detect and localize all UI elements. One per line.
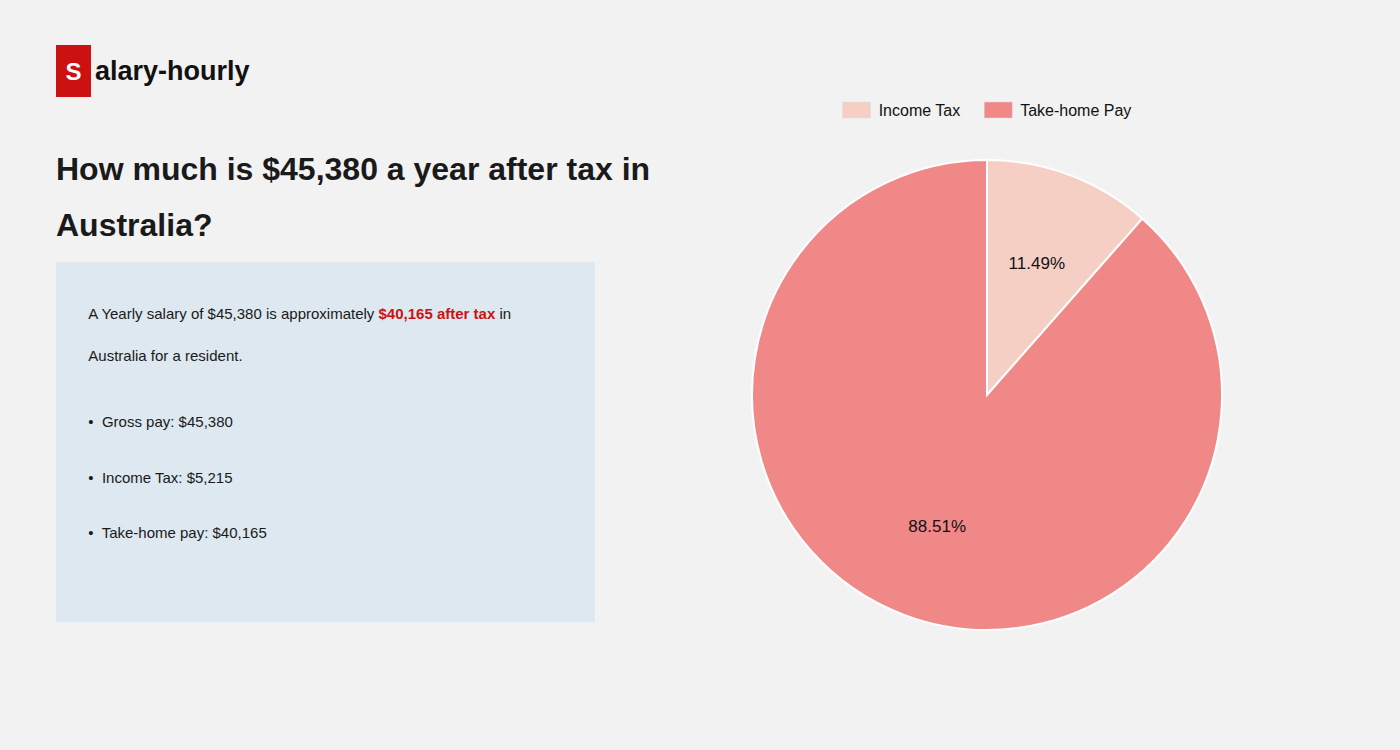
chart: Salary-hourly How much is $45,380 a year … — [0, 0, 1400, 750]
title: How much is $45,380 a year after tax in — [56, 151, 650, 187]
legend-swatch — [984, 102, 1012, 118]
paragraph-part: $40,165 after tax — [379, 305, 496, 322]
paragraph-part: in — [495, 305, 511, 322]
logo-text: alary-hourly — [95, 56, 250, 86]
pie — [752, 160, 1222, 630]
logo-letter: S — [65, 58, 81, 85]
legend-item: Take-home Pay — [984, 102, 1131, 119]
title: Australia? — [56, 207, 212, 243]
paragraph: Australia for a resident. — [88, 347, 242, 364]
legend-label: Income Tax — [879, 102, 961, 119]
legend-item: Income Tax — [843, 102, 961, 119]
logo: Salary-hourly — [56, 45, 250, 97]
legend-label: Take-home Pay — [1020, 102, 1131, 119]
bullet-item: • Take-home pay: $40,165 — [88, 524, 266, 541]
bullet-item: • Gross pay: $45,380 — [88, 413, 233, 430]
data-label: 88.51% — [908, 517, 966, 536]
info-box: A Yearly salary of $45,380 is approximat… — [56, 262, 595, 622]
data-label: 11.49% — [1009, 254, 1065, 273]
legend: Income Tax Take-home Pay — [843, 102, 1132, 119]
info-box-background — [56, 262, 595, 622]
logo-box — [56, 45, 91, 97]
legend-swatch — [843, 102, 871, 118]
pie-slice — [752, 160, 1222, 630]
bullet-item: • Income Tax: $5,215 — [88, 469, 232, 486]
paragraph: A Yearly salary of $45,380 is approximat… — [88, 305, 511, 322]
background — [0, 0, 1400, 750]
data-labels: 11.49% 88.51% — [908, 254, 1065, 537]
paragraph-part: A Yearly salary of $45,380 is approximat… — [88, 305, 378, 322]
